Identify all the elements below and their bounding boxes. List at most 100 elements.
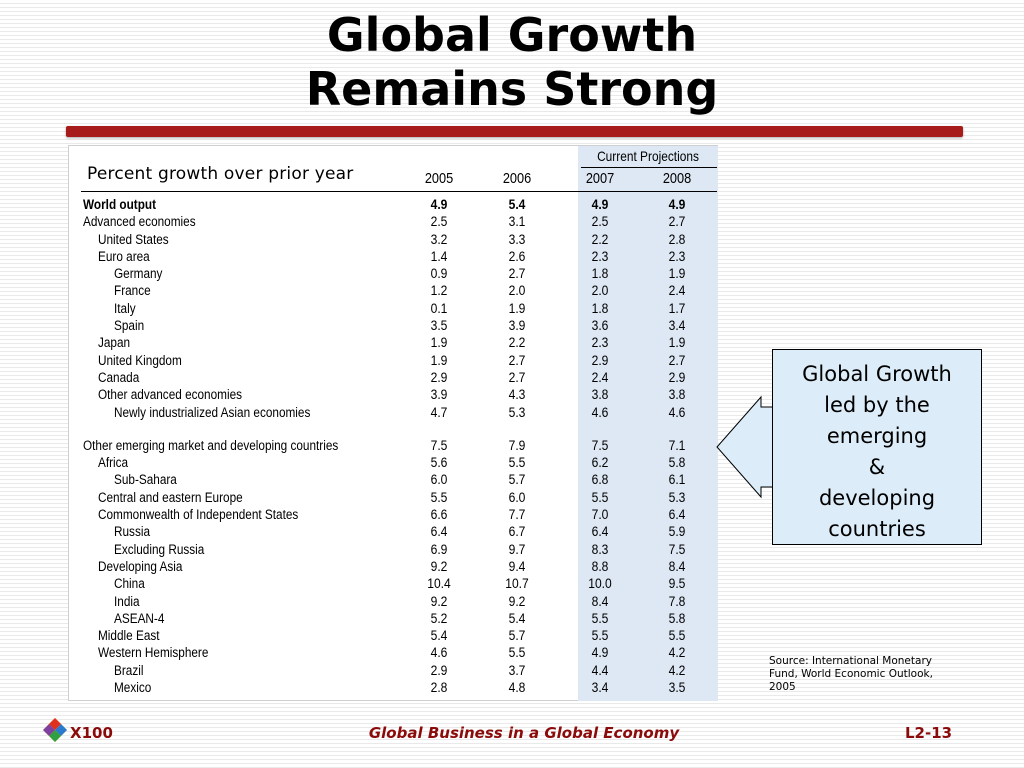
- callout-line: Global Growth: [802, 362, 952, 386]
- slide-title: Global Growth Remains Strong: [0, 8, 1024, 116]
- title-line-1: Global Growth: [326, 8, 698, 62]
- row-value: 9.7: [508, 541, 526, 558]
- row-value: 3.3: [508, 231, 526, 248]
- table-row: Brazil 2.9 3.7 4.4 4.2: [69, 663, 719, 680]
- row-value: 4.9: [591, 645, 609, 662]
- title-divider-bar: [66, 126, 963, 137]
- table-row: Newly industrialized Asian economies 4.7 5…: [69, 405, 719, 422]
- row-label: Africa: [98, 455, 129, 472]
- source-line: Fund, World Economic Outlook,: [769, 668, 933, 680]
- table-row: Western Hemisphere 4.6 5.5 4.9 4.2: [69, 645, 719, 662]
- row-value: 5.8: [668, 455, 686, 472]
- row-value: 2.2: [591, 231, 609, 248]
- row-value: 3.8: [668, 387, 686, 404]
- table-row: Excluding Russia 6.9 9.7 8.3 7.5: [69, 542, 719, 559]
- row-value: 10.7: [505, 576, 529, 593]
- row-value: 4.2: [668, 645, 686, 662]
- row-value: 4.6: [668, 404, 686, 421]
- table-row: France 1.2 2.0 2.0 2.4: [69, 283, 719, 300]
- row-value: 2.9: [430, 369, 448, 386]
- row-value: 5.5: [591, 628, 609, 645]
- row-value: 6.9: [430, 541, 448, 558]
- row-value: 5.2: [430, 610, 448, 627]
- row-label: World output: [83, 197, 157, 213]
- table-row: India 9.2 9.2 8.4 7.8: [69, 594, 719, 611]
- row-value: 9.5: [668, 576, 686, 593]
- row-value: 7.5: [668, 541, 686, 558]
- row-value: 5.6: [430, 455, 448, 472]
- row-label: United States: [98, 231, 169, 248]
- footer-page-number: L2-13: [905, 724, 953, 742]
- row-value: 6.2: [591, 455, 609, 472]
- row-value: 6.4: [430, 524, 448, 541]
- row-label: Spain: [114, 318, 145, 335]
- row-value: 1.9: [668, 335, 686, 352]
- row-value: 9.2: [508, 593, 526, 610]
- table-row: Middle East 5.4 5.7 5.5 5.5: [69, 628, 719, 645]
- source-line: Source: International Monetary: [769, 655, 932, 667]
- row-label: Euro area: [98, 248, 150, 265]
- row-label: France: [114, 283, 151, 300]
- row-value: 4.6: [430, 645, 448, 662]
- row-value: 2.5: [591, 214, 609, 231]
- row-value: 7.5: [591, 437, 609, 454]
- row-value: 10.4: [427, 576, 451, 593]
- row-label: Mexico: [114, 680, 152, 697]
- row-label: United Kingdom: [98, 352, 182, 369]
- row-value: 9.2: [430, 593, 448, 610]
- row-value: 3.1: [508, 214, 526, 231]
- row-value: 6.0: [430, 472, 448, 489]
- row-value: 4.3: [508, 387, 526, 404]
- row-value: 3.4: [668, 318, 686, 335]
- year-header-2005: 2005: [424, 170, 454, 187]
- callout-box: [772, 349, 982, 545]
- row-value: 5.8: [668, 610, 686, 627]
- footer-course-code: X100: [70, 724, 113, 742]
- row-value: 3.9: [430, 387, 448, 404]
- row-value: 2.3: [668, 248, 686, 265]
- row-label: Developing Asia: [98, 558, 183, 575]
- row-value: 3.6: [591, 318, 609, 335]
- row-label: Other advanced economies: [98, 387, 243, 404]
- table-row: Germany 0.9 2.7 1.8 1.9: [69, 266, 719, 283]
- source-note: Source: International Monetary Fund, Wor…: [769, 655, 969, 694]
- row-value: 3.2: [430, 231, 448, 248]
- row-label: Canada: [98, 369, 140, 386]
- row-label: Italy: [114, 300, 136, 317]
- projections-highlight: [578, 146, 718, 701]
- row-value: 4.8: [508, 680, 526, 697]
- row-value: 4.2: [668, 662, 686, 679]
- row-value: 5.4: [508, 610, 526, 627]
- projections-underline: [581, 167, 717, 168]
- row-value: 5.3: [508, 404, 526, 421]
- row-value: 5.5: [591, 610, 609, 627]
- callout-line: emerging: [826, 424, 928, 448]
- row-label: Advanced economies: [83, 214, 196, 231]
- row-value: 7.0: [591, 507, 609, 524]
- row-value: 2.2: [508, 335, 526, 352]
- row-value: 2.7: [508, 352, 526, 369]
- row-value: 5.7: [508, 472, 526, 489]
- row-value: 2.0: [508, 283, 526, 300]
- row-label: Russia: [114, 524, 151, 541]
- table-row: Russia 6.4 6.7 6.4 5.9: [69, 524, 719, 541]
- diamond-logo-icon: [43, 718, 67, 742]
- row-value: 4.9: [668, 197, 686, 213]
- row-label: Central and eastern Europe: [98, 489, 243, 506]
- row-label: Newly industrialized Asian economies: [114, 404, 311, 421]
- row-value: 6.8: [591, 472, 609, 489]
- row-value: 7.9: [508, 437, 526, 454]
- row-value: 4.4: [591, 662, 609, 679]
- source-line: 2005: [769, 681, 796, 693]
- row-value: 7.7: [508, 507, 526, 524]
- row-label: Brazil: [114, 662, 144, 679]
- row-value: 5.7: [508, 628, 526, 645]
- row-value: 6.1: [668, 472, 686, 489]
- row-label: Excluding Russia: [114, 541, 205, 558]
- year-header-2008: 2008: [662, 170, 692, 187]
- callout-line: developing: [818, 486, 936, 510]
- row-value: 1.7: [668, 300, 686, 317]
- row-value: 2.9: [591, 352, 609, 369]
- row-value: 0.9: [430, 266, 448, 283]
- row-label: Commonwealth of Independent States: [98, 507, 299, 524]
